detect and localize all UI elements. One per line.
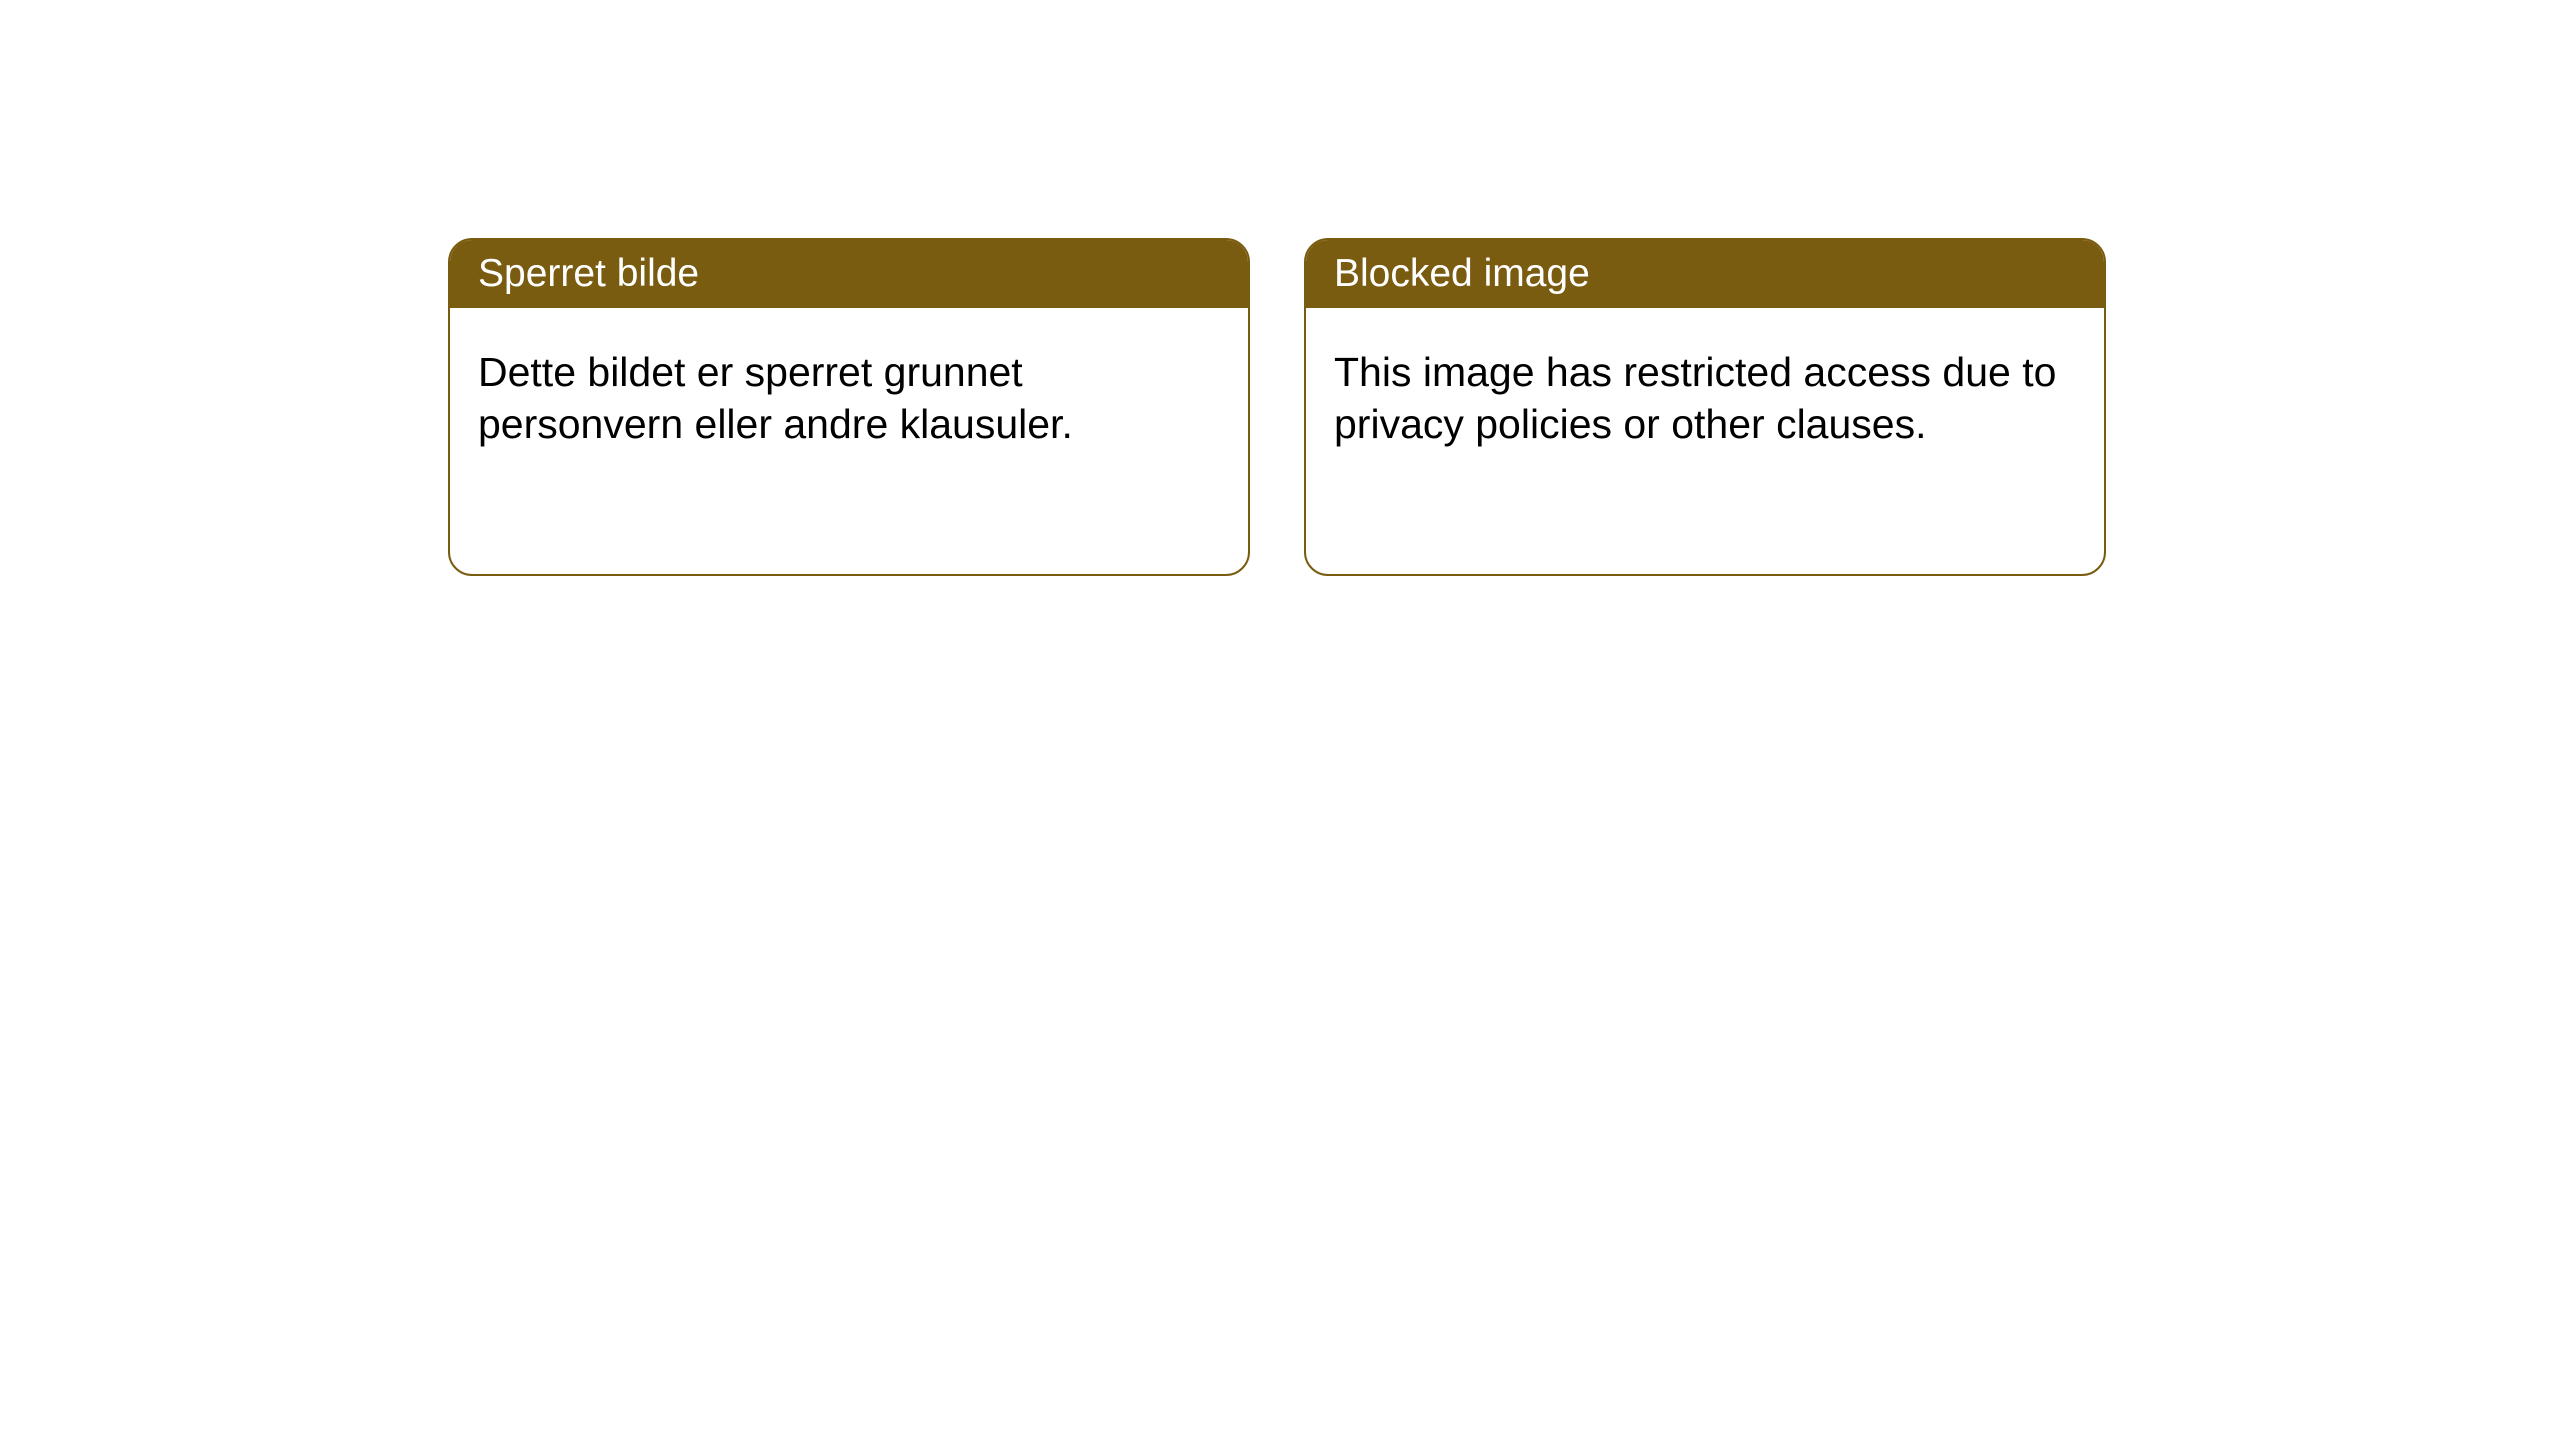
card-header-norwegian: Sperret bilde: [450, 240, 1248, 308]
card-body-english: This image has restricted access due to …: [1306, 308, 2104, 489]
card-english: Blocked image This image has restricted …: [1304, 238, 2106, 576]
cards-container: Sperret bilde Dette bildet er sperret gr…: [0, 0, 2560, 576]
card-header-english: Blocked image: [1306, 240, 2104, 308]
card-body-norwegian: Dette bildet er sperret grunnet personve…: [450, 308, 1248, 489]
card-norwegian: Sperret bilde Dette bildet er sperret gr…: [448, 238, 1250, 576]
